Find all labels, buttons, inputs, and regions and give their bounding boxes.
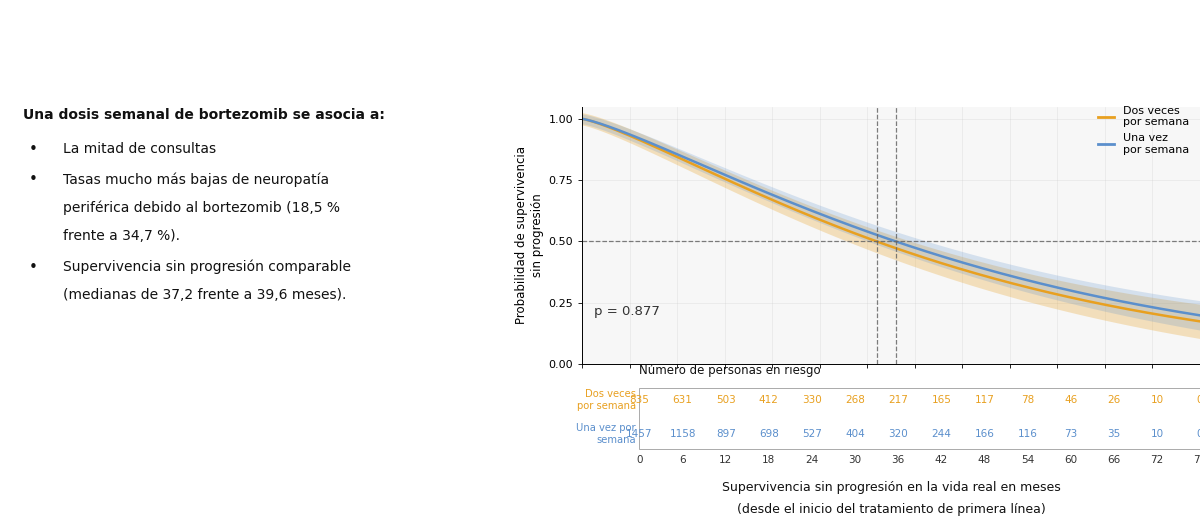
Text: 268: 268 <box>845 395 865 405</box>
Text: 244: 244 <box>931 429 952 439</box>
Text: 412: 412 <box>758 395 779 405</box>
Text: 73: 73 <box>1064 429 1078 439</box>
Text: 1457: 1457 <box>626 429 653 439</box>
Text: 10: 10 <box>1151 395 1164 405</box>
Text: 24: 24 <box>805 455 818 465</box>
Text: 54: 54 <box>1021 455 1034 465</box>
Text: semana en el mieloma múltiple recién diagnosticado: semana en el mieloma múltiple recién dia… <box>281 72 919 94</box>
FancyBboxPatch shape <box>640 388 1200 449</box>
Legend: Dos veces
por semana, Una vez
por semana: Dos veces por semana, Una vez por semana <box>1093 101 1194 159</box>
Text: 10: 10 <box>1151 429 1164 439</box>
Text: 26: 26 <box>1108 395 1121 405</box>
Text: Dos veces
por semana: Dos veces por semana <box>577 389 636 411</box>
Text: 35: 35 <box>1108 429 1121 439</box>
Text: •: • <box>29 260 37 275</box>
Text: en los ensayos de mieloma múltiple como en la: en los ensayos de mieloma múltiple como … <box>90 454 480 471</box>
Text: •: • <box>29 172 37 187</box>
Text: 117: 117 <box>974 395 995 405</box>
Text: 320: 320 <box>888 429 908 439</box>
Text: periférica debido al bortezomib (18,5 %: periférica debido al bortezomib (18,5 % <box>62 201 340 215</box>
Text: 165: 165 <box>931 395 952 405</box>
Text: Una vez por
semana: Una vez por semana <box>576 423 636 445</box>
Text: (medianas de 37,2 frente a 39,6 meses).: (medianas de 37,2 frente a 39,6 meses). <box>62 288 346 302</box>
Text: 217: 217 <box>888 395 908 405</box>
Text: 60: 60 <box>1064 455 1078 465</box>
Text: Bortezomib una vez por semana vs. bortezomib dos veces por: Bortezomib una vez por semana vs. bortez… <box>223 27 977 46</box>
Text: 48: 48 <box>978 455 991 465</box>
Y-axis label: Probabilidad de supervivencia
sin progresión: Probabilidad de supervivencia sin progre… <box>515 146 544 324</box>
Text: 330: 330 <box>802 395 822 405</box>
Text: 1158: 1158 <box>670 429 696 439</box>
Text: Una dosis semanal de bortezomib se asocia a:: Una dosis semanal de bortezomib se asoci… <box>23 109 385 123</box>
Text: 12: 12 <box>719 455 732 465</box>
Text: •: • <box>29 141 37 157</box>
Text: 0: 0 <box>636 455 643 465</box>
Text: p = 0.877: p = 0.877 <box>594 305 660 318</box>
Text: 0: 0 <box>1196 395 1200 405</box>
Text: 72: 72 <box>1151 455 1164 465</box>
Text: 78: 78 <box>1193 455 1200 465</box>
Text: Nuestros hallazgos dan mayor respaldo para que: Nuestros hallazgos dan mayor respaldo pa… <box>82 359 488 374</box>
Text: 18: 18 <box>762 455 775 465</box>
Text: Número de personas en riesgo: Número de personas en riesgo <box>640 364 821 377</box>
Text: 42: 42 <box>935 455 948 465</box>
Text: Supervivencia sin progresión en la vida real en meses: Supervivencia sin progresión en la vida … <box>721 480 1061 494</box>
Text: 404: 404 <box>845 429 865 439</box>
Text: el bortezomib se administre una vez por semana: el bortezomib se administre una vez por … <box>83 392 487 407</box>
Text: Tasas mucho más bajas de neuropatía: Tasas mucho más bajas de neuropatía <box>62 172 329 187</box>
Text: 6: 6 <box>679 455 686 465</box>
Text: 78: 78 <box>1021 395 1034 405</box>
Text: 0: 0 <box>1196 429 1200 439</box>
Text: 503: 503 <box>716 395 736 405</box>
Text: 36: 36 <box>892 455 905 465</box>
Text: La mitad de consultas: La mitad de consultas <box>62 141 216 155</box>
Text: (desde el inicio del tratamiento de primera línea): (desde el inicio del tratamiento de prim… <box>737 503 1045 516</box>
Text: 30: 30 <box>848 455 862 465</box>
Text: 46: 46 <box>1064 395 1078 405</box>
Text: 116: 116 <box>1018 429 1038 439</box>
Text: práctica.: práctica. <box>248 487 322 502</box>
Text: 897: 897 <box>715 429 736 439</box>
Text: Supervivencia sin progresión comparable: Supervivencia sin progresión comparable <box>62 260 350 275</box>
Text: 835: 835 <box>630 395 649 405</box>
Text: 527: 527 <box>802 429 822 439</box>
Text: 166: 166 <box>974 429 995 439</box>
Text: 698: 698 <box>758 429 779 439</box>
Text: 66: 66 <box>1108 455 1121 465</box>
Text: 631: 631 <box>673 395 692 405</box>
Text: frente a 34,7 %).: frente a 34,7 %). <box>62 229 180 243</box>
Text: como frecuencia de dosificación preferida, tanto: como frecuencia de dosificación preferid… <box>84 423 486 439</box>
